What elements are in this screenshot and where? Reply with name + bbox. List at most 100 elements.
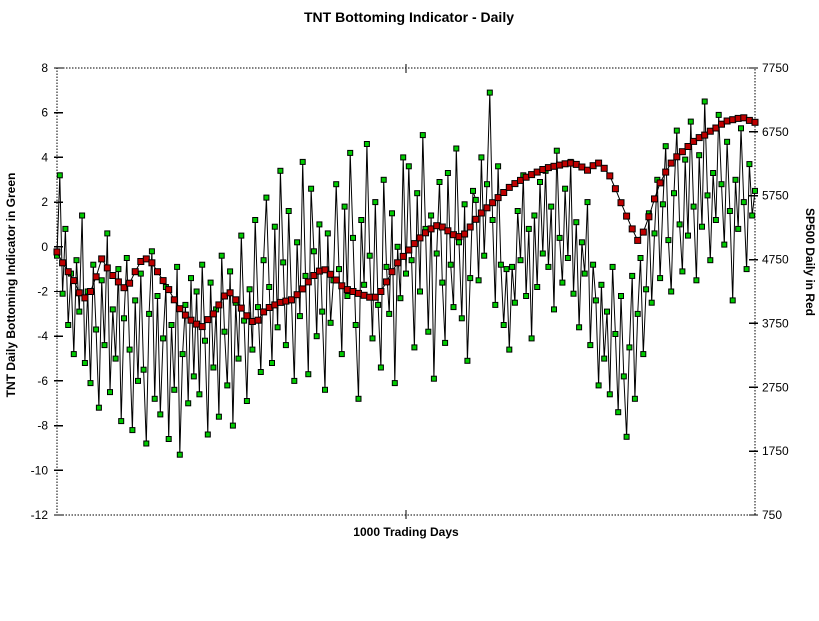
indicator-series-marker [123,255,130,261]
indicator-series-marker [481,252,488,259]
indicator-series-marker [721,241,728,248]
chart-title: TNT Bottoming Indicator - Daily [304,9,514,25]
indicator-series-marker [95,404,102,411]
indicator-series-marker [204,431,211,438]
indicator-series-marker [146,310,153,317]
indicator-series-marker [400,154,407,161]
sp500-series-marker [606,172,614,180]
indicator-series-marker [715,111,722,118]
sp500-series-marker [371,293,379,301]
sp500-series-marker [444,227,452,235]
right-tick-labels: 7750 6750 5750 4750 3750 2750 1750 750 [762,61,789,522]
indicator-series-marker [210,364,217,371]
sp500-series-marker [75,289,83,297]
sp500-series-marker [103,264,111,272]
indicator-series-marker [495,163,502,170]
sp500-series-marker [639,228,647,236]
indicator-series-marker [366,252,373,259]
indicator-series-marker [140,366,147,373]
sp500-series-marker [667,159,675,167]
indicator-series-marker [701,98,708,105]
indicator-series-marker [685,232,691,239]
sp500-series-marker [98,255,106,263]
indicator-series-marker [202,337,208,344]
indicator-series-marker [503,266,510,273]
indicator-series-marker [735,225,742,232]
indicator-series-marker [578,239,585,246]
sp500-series-marker [673,153,681,161]
sp500-series-marker [209,310,217,318]
sp500-series-marker [260,308,268,316]
indicator-series-marker [609,263,616,270]
sp500-series-marker [740,114,748,122]
sp500-series-marker [706,127,714,135]
indicator-series-marker [215,413,222,420]
indicator-series-marker [581,270,588,277]
indicator-series-marker [313,333,320,340]
indicator-series-marker [218,252,225,259]
indicator-series-marker [157,411,164,418]
indicator-series-marker [631,395,638,402]
sp500-series-marker [114,278,122,286]
indicator-series-marker [129,427,136,434]
indicator-series-marker [62,225,69,232]
sp500-series-marker [617,199,625,207]
left-axis-label: TNT Daily Bottoming Indicator in Green [4,173,18,398]
sp500-series-marker [293,291,301,299]
indicator-series-marker [101,342,108,349]
sp500-series-marker [198,323,206,331]
indicator-series-marker [629,272,636,279]
indicator-series-marker [73,257,80,264]
indicator-series-marker [310,248,317,255]
indicator-series-marker [590,261,597,268]
indicator-series-marker [458,315,465,322]
indicator-series-marker [112,355,119,362]
sp500-series-marker [204,316,212,324]
indicator-series-marker [224,382,231,389]
indicator-series-marker [659,201,666,208]
indicator-series-marker [269,360,275,366]
indicator-series-marker [238,232,245,239]
sp500-series-marker [611,185,619,193]
indicator-series-marker [598,281,605,288]
indicator-series-marker [620,373,627,380]
left-tick-label: -8 [37,419,48,433]
indicator-series-marker [151,395,158,402]
indicator-series-marker [643,286,650,293]
indicator-series-marker [559,279,566,286]
indicator-series [54,89,758,458]
indicator-series-marker [90,261,97,268]
indicator-series-marker [724,138,731,145]
sp500-series-marker [528,171,536,179]
sp500-series-marker [154,268,161,276]
indicator-series-marker [707,257,714,264]
sp500-series-marker [92,273,100,281]
indicator-series-marker [539,250,546,257]
indicator-series-marker [682,156,689,163]
indicator-series-marker [618,293,624,299]
sp500-series-marker [170,296,178,304]
sp500-series-marker [120,284,128,292]
indicator-series-marker [372,199,379,206]
left-tick-label: 6 [41,106,48,120]
indicator-series-marker [160,335,167,342]
sp500-series-marker [159,277,167,285]
sp500-series-marker [59,259,67,267]
indicator-series-marker [704,192,711,199]
indicator-series-marker [98,277,105,284]
indicator-series-marker [461,201,468,208]
indicator-series-marker [193,288,200,295]
indicator-series-marker [344,293,351,299]
indicator-series-marker [121,315,127,322]
indicator-series-marker [383,263,390,270]
sp500-series-marker [645,213,653,221]
indicator-series-marker [749,212,756,219]
indicator-series-marker [528,335,535,342]
indicator-series-marker [417,288,423,295]
indicator-series-marker [148,248,155,255]
indicator-series-marker [545,263,552,270]
indicator-series-marker [107,389,113,396]
sp500-series-marker [712,124,720,132]
right-tick-label: 6750 [762,125,789,139]
indicator-series-marker [746,161,753,168]
